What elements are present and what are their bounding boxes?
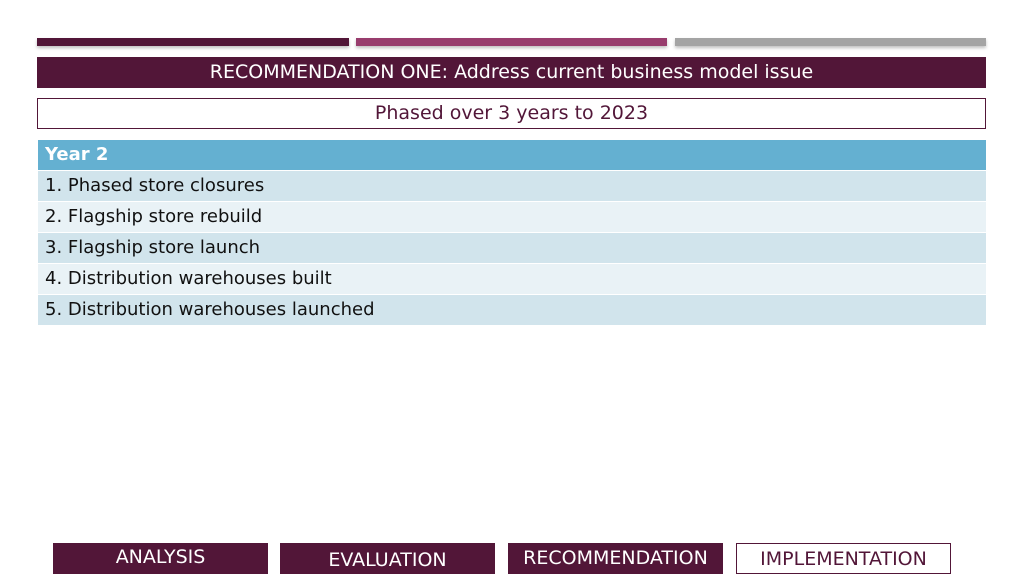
table-row: 4. Distribution warehouses built bbox=[38, 264, 986, 294]
table-row: 5. Distribution warehouses launched bbox=[38, 295, 986, 325]
table-row: 3. Flagship store launch bbox=[38, 233, 986, 263]
nav-tab-implementation[interactable]: IMPLEMENTATION bbox=[736, 543, 951, 574]
slide-title: RECOMMENDATION ONE: Address current busi… bbox=[37, 57, 986, 88]
accent-bar-gray bbox=[675, 38, 986, 46]
table-row: 1. Phased store closures bbox=[38, 171, 986, 201]
nav-tab-recommendation[interactable]: RECOMMENDATION bbox=[508, 543, 723, 574]
implementation-table: Year 2 1. Phased store closures 2. Flags… bbox=[38, 140, 986, 326]
table-row: 2. Flagship store rebuild bbox=[38, 202, 986, 232]
accent-bar-dark bbox=[37, 38, 349, 46]
nav-tab-evaluation[interactable]: EVALUATION bbox=[280, 543, 495, 574]
table-header: Year 2 bbox=[38, 140, 986, 170]
nav-tab-analysis[interactable]: ANALYSIS bbox=[53, 543, 268, 574]
accent-bar-magenta bbox=[356, 38, 667, 46]
slide-subtitle: Phased over 3 years to 2023 bbox=[37, 98, 986, 129]
